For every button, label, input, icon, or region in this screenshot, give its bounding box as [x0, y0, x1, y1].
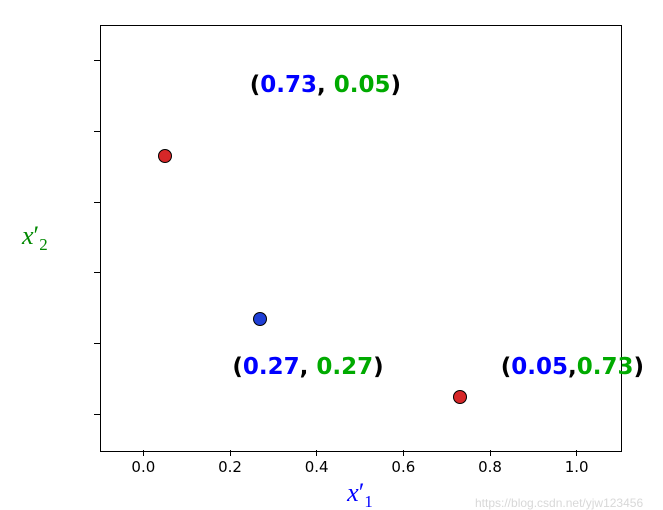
x-tick	[230, 450, 231, 456]
x-tick-label: 0.0	[131, 458, 155, 476]
x-tick	[143, 450, 144, 456]
y-tick	[94, 343, 100, 344]
y-tick	[94, 131, 100, 132]
x-tick	[403, 450, 404, 456]
x-tick-label: 0.8	[478, 458, 502, 476]
x-tick-label: 0.6	[391, 458, 415, 476]
x-tick	[490, 450, 491, 456]
x-axis-label: x′1	[347, 478, 373, 510]
point-annotation: (0.05,0.73)	[501, 354, 644, 380]
point-annotation: (0.73, 0.05)	[250, 72, 401, 98]
y-tick	[94, 202, 100, 203]
x-tick-label: 0.4	[305, 458, 329, 476]
scatter-point	[453, 390, 467, 404]
point-annotation: (0.27, 0.27)	[232, 354, 383, 380]
y-tick	[94, 414, 100, 415]
scatter-point	[158, 149, 172, 163]
y-tick	[94, 60, 100, 61]
watermark-text: https://blog.csdn.net/yjw123456	[475, 496, 643, 510]
x-tick-label: 0.2	[218, 458, 242, 476]
y-axis-label: x′2	[22, 220, 48, 254]
scatter-point	[253, 312, 267, 326]
y-tick	[94, 272, 100, 273]
x-tick-label: 1.0	[565, 458, 589, 476]
x-tick	[316, 450, 317, 456]
x-tick	[576, 450, 577, 456]
